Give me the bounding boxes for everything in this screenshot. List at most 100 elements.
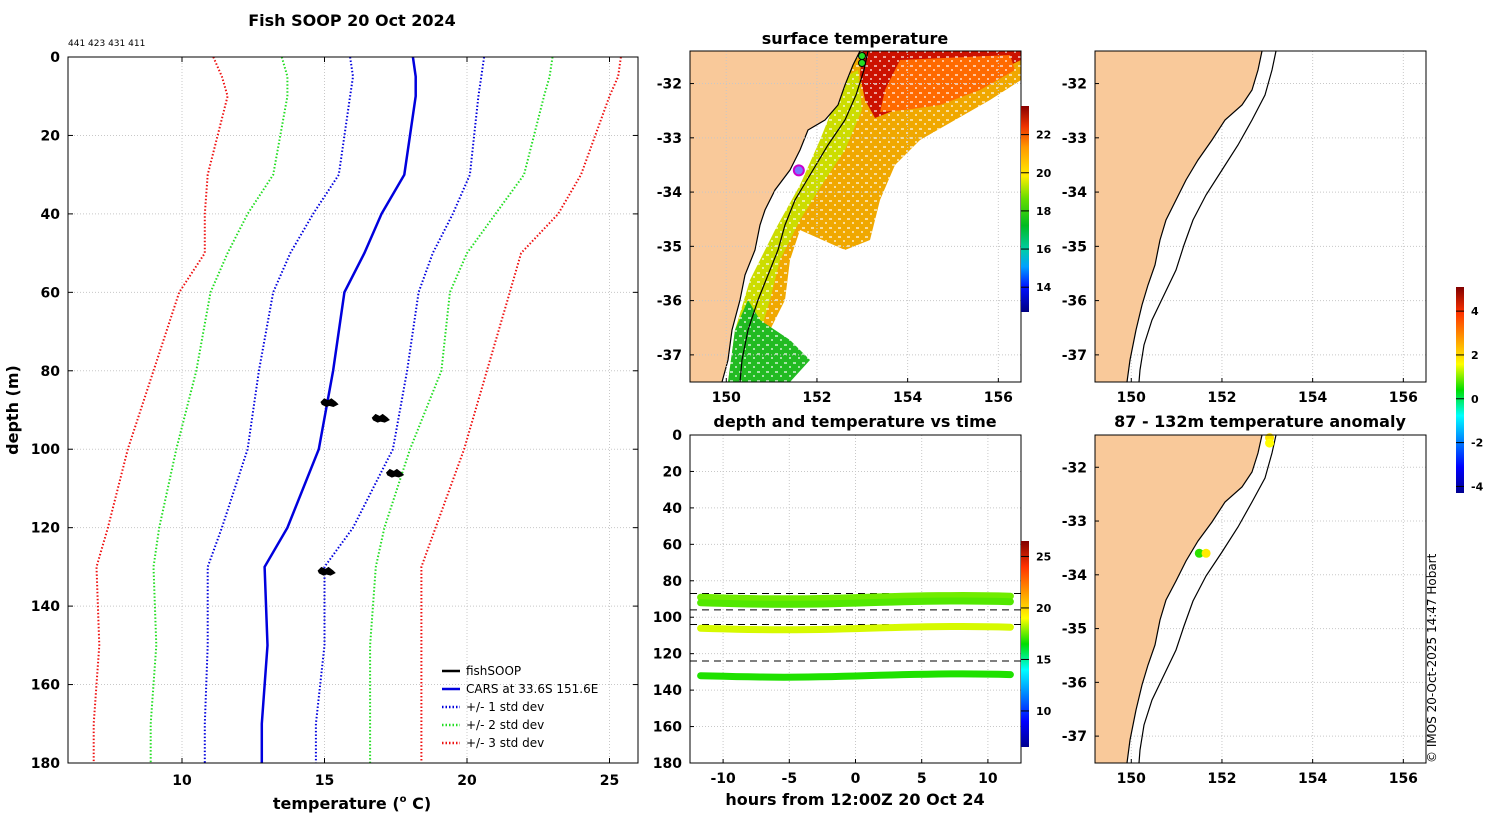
- track-map-land: [1095, 51, 1262, 382]
- anomaly-x-tick-label: 150: [1117, 771, 1146, 787]
- sst-x-tick-label: 152: [802, 390, 831, 406]
- anomaly-colorbar-tick-label: 0: [1471, 393, 1479, 406]
- sst-location-marker: [792, 164, 805, 177]
- track-map-y-tick-label: -37: [1062, 348, 1087, 364]
- sst-colorbar: [1021, 106, 1029, 312]
- profile-y-tick-label: 80: [41, 364, 61, 380]
- profile-axes-frame: [67, 56, 639, 764]
- timeseries-x-tick-label: -10: [710, 771, 736, 787]
- track-map-coastline: [1126, 50, 1263, 383]
- anomaly-map-isobath: [1138, 434, 1277, 764]
- profile-y-tick-label: 0: [50, 50, 60, 66]
- anomaly-map-coastline: [1126, 434, 1263, 764]
- sst-y-tick-label: -34: [657, 185, 683, 201]
- profile-xlabel: temperature (o C): [273, 794, 431, 813]
- sst-ticks: 150 152 154 156 -32 -33 -34 -35 -36 -37: [657, 77, 1013, 406]
- profile-series-line: [260, 56, 417, 763]
- timeseries-colorbar-tick-label: 25: [1036, 550, 1051, 563]
- profile-series-line: [420, 56, 622, 763]
- sst-coastline: [721, 50, 861, 383]
- legend-label: +/- 3 std dev: [466, 736, 544, 750]
- sst-panel: surface temperature 150 152 154 156 -32 -33 -3…: [657, 29, 1052, 406]
- profile-y-tick-label: 120: [31, 521, 60, 537]
- sst-colorbar-tick-label: 18: [1036, 205, 1051, 218]
- timeseries-colorbar: [1021, 541, 1029, 747]
- credit-text: © IMOS 20-Oct-2025 14:47 Hobart: [1425, 553, 1439, 763]
- anomaly-y-tick-label: -34: [1062, 568, 1088, 584]
- anomaly-point: [1201, 548, 1211, 558]
- anomaly-colorbar-tick-label: 2: [1471, 349, 1479, 362]
- profile-series: [92, 56, 622, 763]
- legend-label: fishSOOP: [466, 664, 521, 678]
- legend-label: CARS at 33.6S 151.6E: [466, 682, 598, 696]
- timeseries-tracks: [697, 591, 1014, 681]
- fishsoop-point: [385, 468, 405, 478]
- sst-colorbar-tick-label: 20: [1036, 167, 1052, 180]
- track-map-ticks: 150 152 154 156 -32 -33 -34 -35 -36 -37: [1062, 77, 1418, 406]
- sst-y-tick-label: -36: [657, 294, 682, 310]
- ids-label: 441 423 431 411: [68, 39, 145, 49]
- anomaly-y-tick-label: -36: [1062, 675, 1087, 691]
- anomaly-y-tick-label: -32: [1062, 460, 1087, 476]
- profile-y-tick-label: 60: [41, 285, 61, 301]
- anomaly-colorbar: [1456, 287, 1464, 493]
- anomaly-y-tick-label: -33: [1062, 514, 1087, 530]
- profile-x-tick-label: 10: [172, 773, 192, 789]
- timeseries-y-tick-label: 120: [653, 647, 682, 663]
- track-map-axes-frame: [1094, 50, 1427, 383]
- profile-legend: fishSOOP CARS at 33.6S 151.6E +/- 1 std de…: [442, 664, 598, 750]
- anomaly-colorbar-tick-label: 4: [1471, 305, 1479, 318]
- profile-series-line: [149, 56, 289, 763]
- timeseries-x-tick-label: 0: [851, 771, 861, 787]
- anomaly-point: [1194, 548, 1204, 558]
- profile-y-tick-label: 160: [31, 678, 60, 694]
- profile-x-tick-label: 15: [315, 773, 334, 789]
- timeseries-x-tick-label: 10: [978, 771, 998, 787]
- sst-x-tick-label: 156: [984, 390, 1013, 406]
- timeseries-y-tick-label: 180: [653, 756, 682, 772]
- sst-colorbar-tick-label: 16: [1036, 243, 1052, 256]
- fishsoop-point: [320, 398, 339, 407]
- profile-x-tick-label: 25: [600, 773, 619, 789]
- timeseries-track: [697, 597, 1014, 608]
- track-map-x-tick-label: 154: [1298, 390, 1327, 406]
- profile-ylabel: depth (m): [3, 365, 22, 455]
- sst-y-tick-label: -35: [657, 239, 682, 255]
- profile-y-tick-label: 40: [41, 207, 61, 223]
- track-map-panel: 150 152 154 156 -32 -33 -34 -35 -36 -37: [1062, 50, 1427, 406]
- legend-label: +/- 1 std dev: [466, 700, 544, 714]
- track-map-x-tick-label: 150: [1117, 390, 1146, 406]
- anomaly-y-tick-label: -35: [1062, 622, 1087, 638]
- timeseries-track: [697, 670, 1014, 681]
- timeseries-title: depth and temperature vs time: [713, 412, 996, 431]
- sst-grid: [690, 51, 1021, 382]
- sst-colorbar-tick-label: 22: [1036, 129, 1051, 142]
- profile-x-tick-label: 20: [457, 773, 477, 789]
- sst-title: surface temperature: [762, 29, 949, 48]
- timeseries-y-tick-label: 100: [653, 610, 682, 626]
- anomaly-map-land: [1095, 435, 1262, 763]
- sst-shelf-isobath: [739, 50, 869, 383]
- profile-panel: Fish SOOP 20 Oct 2024 441 423 431 411 10…: [3, 11, 639, 813]
- timeseries-y-tick-label: 80: [663, 574, 683, 590]
- timeseries-y-tick-label: 0: [672, 428, 682, 444]
- sst-y-tick-label: -37: [657, 348, 682, 364]
- sst-colorbar-ticks: 14 16 18 20 22: [1021, 129, 1052, 294]
- fishsoop-observations: [317, 398, 405, 576]
- track-map-x-tick-label: 156: [1389, 390, 1418, 406]
- anomaly-colorbar-tick-label: -4: [1471, 480, 1484, 493]
- timeseries-y-tick-label: 140: [653, 683, 682, 699]
- anomaly-panel: 87 - 132m temperature anomaly 150 152 154 1…: [1062, 287, 1484, 787]
- anomaly-ticks: 150 152 154 156 -32 -33 -34 -35 -36 -37: [1062, 460, 1418, 787]
- sst-x-tick-label: 154: [893, 390, 922, 406]
- sst-x-tick-label: 150: [712, 390, 741, 406]
- profile-y-tick-label: 180: [31, 756, 60, 772]
- track-map-isobath: [1138, 50, 1277, 383]
- anomaly-y-tick-label: -37: [1062, 729, 1087, 745]
- timeseries-colorbar-tick-label: 15: [1036, 653, 1051, 666]
- main-title: Fish SOOP 20 Oct 2024: [248, 11, 456, 30]
- timeseries-xlabel: hours from 12:00Z 20 Oct 24: [725, 790, 984, 809]
- profile-y-tick-label: 100: [31, 442, 60, 458]
